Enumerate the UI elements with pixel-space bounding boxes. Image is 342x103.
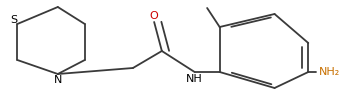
Text: NH: NH	[186, 74, 203, 84]
Text: N: N	[54, 75, 62, 85]
Text: S: S	[10, 15, 17, 25]
Text: NH₂: NH₂	[319, 67, 340, 77]
Text: O: O	[150, 11, 159, 21]
